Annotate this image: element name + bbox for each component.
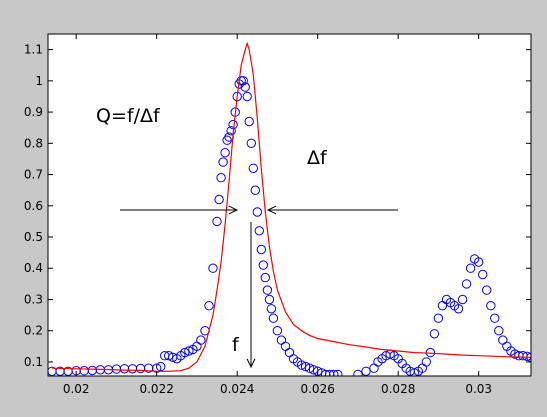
axes-background (48, 34, 531, 376)
data-point (250, 185, 261, 195)
y-tick-label: 0.4 (24, 261, 43, 275)
axes-frame (47, 33, 532, 377)
data-point (260, 272, 270, 283)
data-point (214, 194, 224, 205)
data-point (212, 216, 222, 227)
x-tick-label: 0.022 (139, 382, 173, 396)
data-point (272, 326, 283, 336)
data-point (522, 351, 531, 361)
data-point (242, 91, 252, 102)
data-point (333, 369, 343, 376)
data-point (478, 269, 488, 280)
data-point (262, 285, 273, 295)
data-point (266, 304, 277, 314)
data-point (164, 351, 174, 361)
frequency-arrow (246, 222, 256, 369)
data-point (296, 360, 307, 370)
data-point (486, 301, 496, 311)
x-tick-label: 0.03 (465, 382, 492, 396)
x-tick-label: 0.024 (220, 382, 254, 396)
data-point (353, 369, 363, 376)
data-point (433, 313, 444, 323)
data-point (421, 357, 431, 367)
width-arrow-left (120, 205, 239, 215)
y-tick-label: 0.6 (24, 199, 43, 213)
data-point (258, 260, 268, 270)
y-tick-label: 1 (35, 74, 43, 88)
data-point (246, 138, 257, 149)
data-point (361, 366, 371, 376)
data-point (465, 263, 476, 273)
data-point (300, 361, 311, 372)
data-point (264, 294, 275, 305)
y-tick-label: 0.7 (24, 168, 43, 182)
data-point (248, 163, 259, 174)
data-point (490, 313, 500, 323)
fit-curve-line (51, 41, 531, 372)
data-point (461, 279, 472, 289)
y-tick-label: 0.1 (24, 355, 43, 369)
y-tick-label: 0.8 (24, 136, 43, 150)
y-tick-label: 0.5 (24, 230, 43, 244)
data-point (240, 82, 250, 92)
data-point (180, 347, 190, 358)
data-point (494, 326, 504, 336)
y-tick-label: 0.2 (24, 324, 43, 338)
q-formula-label: Q=f/Δf (96, 105, 161, 127)
data-point (220, 148, 230, 158)
x-tick-label: 0.02 (63, 382, 90, 396)
data-point (453, 304, 464, 314)
axis-ticks: 0.02 0.022 0.024 0.026 0.028 0.03 0.1 0.2 0.3 0.4… (24, 34, 531, 396)
data-point (218, 157, 228, 167)
data-point (308, 365, 319, 375)
data-point (254, 226, 264, 236)
data-point (304, 363, 315, 373)
annotations: Q=f/Δf Δf f (96, 105, 398, 369)
delta-f-label: Δf (307, 147, 328, 169)
y-tick-label: 1.1 (24, 43, 43, 57)
data-point (184, 346, 194, 356)
data-point (474, 257, 484, 267)
data-point (482, 285, 492, 295)
data-point (244, 116, 254, 127)
x-tick-label: 0.028 (381, 382, 415, 396)
width-arrow-right (266, 205, 398, 215)
data-point (457, 294, 468, 305)
data-point (208, 263, 218, 273)
y-tick-label: 0.3 (24, 292, 43, 306)
data-point (409, 368, 419, 376)
data-point (429, 329, 440, 339)
data-point (226, 126, 236, 136)
data-point (222, 135, 232, 145)
y-tick-label: 0.9 (24, 105, 43, 119)
data-point (204, 301, 214, 311)
data-point (196, 335, 206, 345)
plot-area (48, 41, 531, 376)
data-point (268, 313, 279, 323)
data-point (256, 244, 266, 255)
x-tick-label: 0.026 (300, 382, 334, 396)
data-point (216, 173, 226, 183)
data-point (252, 207, 262, 217)
f-label: f (232, 334, 240, 356)
data-point (329, 369, 339, 376)
